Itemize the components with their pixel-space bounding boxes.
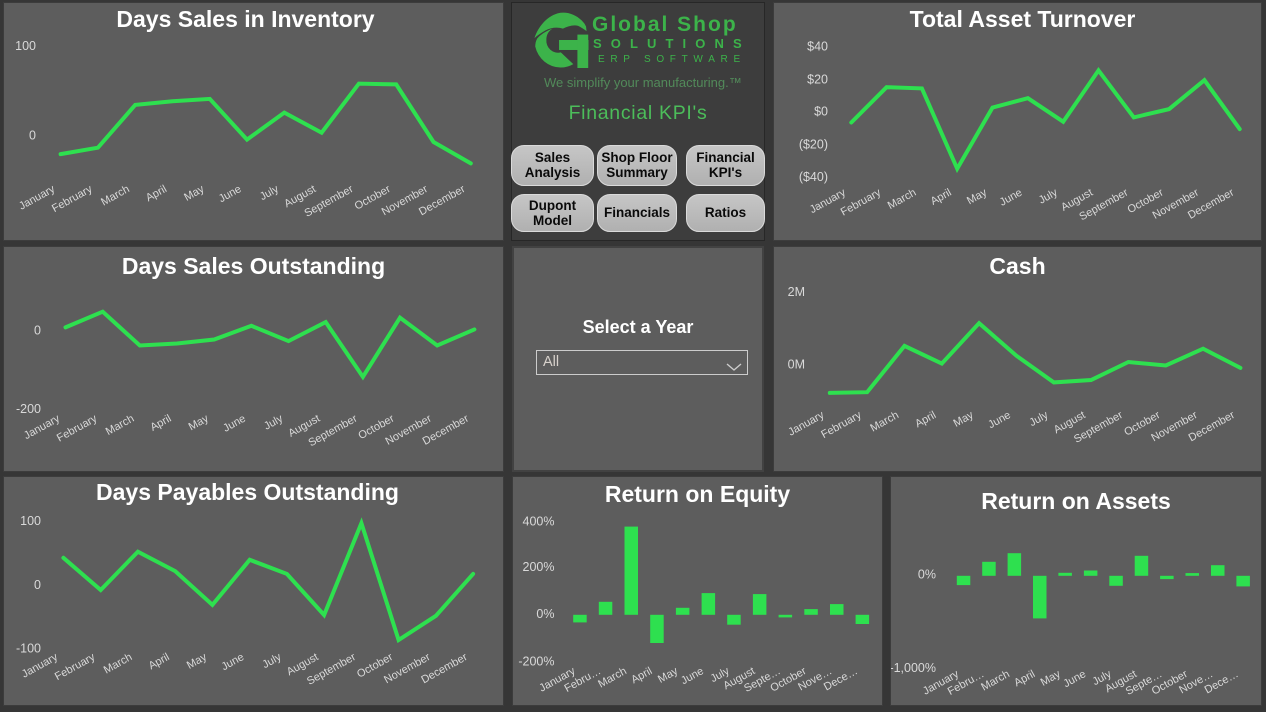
svg-text:July: July <box>262 412 285 432</box>
svg-text:May: May <box>656 665 680 686</box>
svg-text:June: June <box>986 409 1013 431</box>
svg-text:April: April <box>913 409 938 430</box>
svg-text:February: February <box>53 651 98 683</box>
svg-text:April: April <box>144 183 169 204</box>
svg-text:-200: -200 <box>16 402 41 416</box>
svg-text:$40: $40 <box>807 39 828 53</box>
svg-text:0%: 0% <box>918 568 936 582</box>
svg-text:June: June <box>1061 668 1088 690</box>
svg-text:0%: 0% <box>536 607 554 621</box>
svg-text:March: March <box>979 668 1012 693</box>
svg-text:April: April <box>148 413 173 434</box>
svg-text:May: May <box>187 412 211 433</box>
svg-text:May: May <box>1039 668 1063 689</box>
svg-text:April: April <box>147 651 172 672</box>
svg-text:February: February <box>50 183 95 215</box>
svg-text:March: March <box>104 413 137 438</box>
svg-text:May: May <box>965 186 989 207</box>
svg-text:June: June <box>221 413 248 435</box>
svg-text:March: March <box>99 183 132 208</box>
svg-text:July: July <box>258 183 281 203</box>
svg-text:February: February <box>819 409 864 441</box>
svg-text:June: June <box>217 183 244 205</box>
svg-text:April: April <box>629 665 654 686</box>
svg-text:June: June <box>998 187 1025 209</box>
svg-text:February: February <box>55 412 100 444</box>
svg-text:200%: 200% <box>523 560 555 574</box>
svg-text:-1,000%: -1,000% <box>891 661 936 675</box>
svg-text:($40): ($40) <box>799 170 828 184</box>
svg-text:June: June <box>679 665 706 687</box>
svg-text:0: 0 <box>34 323 41 337</box>
svg-text:March: March <box>868 409 901 434</box>
svg-text:June: June <box>219 651 246 673</box>
svg-text:100: 100 <box>15 39 36 53</box>
svg-text:($20): ($20) <box>799 137 828 151</box>
svg-text:March: March <box>886 187 919 212</box>
svg-text:July: July <box>1027 409 1050 429</box>
svg-text:July: July <box>1037 186 1060 206</box>
svg-text:400%: 400% <box>523 514 555 528</box>
svg-text:0M: 0M <box>788 357 805 371</box>
svg-text:April: April <box>1012 668 1037 689</box>
svg-text:0: 0 <box>34 578 41 592</box>
svg-text:-100: -100 <box>16 641 41 655</box>
svg-text:February: February <box>839 186 884 218</box>
svg-text:-200%: -200% <box>518 654 554 668</box>
svg-text:May: May <box>182 183 206 204</box>
svg-text:July: July <box>260 651 283 671</box>
svg-text:April: April <box>929 187 954 208</box>
svg-text:100: 100 <box>20 514 41 528</box>
svg-text:2M: 2M <box>788 285 805 299</box>
svg-text:$20: $20 <box>807 73 828 87</box>
svg-text:March: March <box>102 651 135 676</box>
svg-text:$0: $0 <box>814 104 828 118</box>
svg-text:March: March <box>596 665 629 690</box>
svg-text:May: May <box>185 651 209 672</box>
svg-text:0: 0 <box>29 128 36 142</box>
svg-text:May: May <box>952 409 976 430</box>
